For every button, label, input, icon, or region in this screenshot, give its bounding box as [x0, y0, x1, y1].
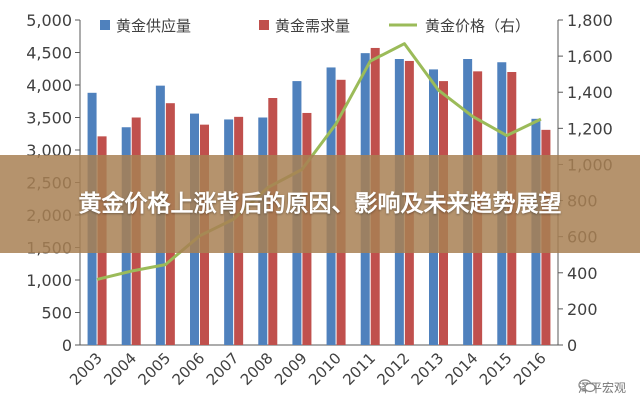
- left-tick-label: 5,000: [26, 11, 72, 30]
- right-tick-label: 1,400: [567, 83, 613, 102]
- legend-label: 黄金价格（右）: [425, 17, 530, 35]
- x-tick-label: 2013: [408, 349, 448, 389]
- right-tick-label: 0: [567, 336, 577, 355]
- x-tick-label: 2005: [134, 349, 174, 389]
- x-tick-label: 2016: [510, 349, 550, 389]
- x-tick-label: 2012: [373, 349, 413, 389]
- x-tick-label: 2007: [203, 349, 243, 389]
- price-line: [96, 42, 542, 281]
- left-tick-label: 4,500: [26, 44, 72, 63]
- x-tick-label: 2015: [476, 349, 516, 389]
- left-tick-label: 3,500: [26, 109, 72, 128]
- legend-label: 黄金需求量: [275, 17, 350, 35]
- banner-title: 黄金价格上涨背后的原因、影响及未来趋势展望: [78, 191, 562, 217]
- legend-swatch: [100, 20, 110, 30]
- legend-label: 黄金供应量: [116, 17, 191, 35]
- title-banner: 黄金价格上涨背后的原因、影响及未来趋势展望: [0, 155, 640, 253]
- x-tick-label: 2006: [169, 349, 209, 389]
- left-tick-label: 500: [41, 304, 72, 323]
- left-tick-label: 4,000: [26, 76, 72, 95]
- x-tick-label: 2010: [305, 349, 345, 389]
- x-tick-label: 2004: [100, 349, 140, 389]
- left-tick-label: 1,000: [26, 271, 72, 290]
- left-tick-label: 0: [62, 336, 72, 355]
- wechat-icon: [578, 379, 596, 393]
- right-tick-label: 1,800: [567, 11, 613, 30]
- x-tick-label: 2014: [442, 349, 482, 389]
- right-tick-label: 1,600: [567, 47, 613, 66]
- x-tick-label: 2011: [339, 349, 379, 389]
- right-tick-label: 400: [567, 264, 598, 283]
- right-tick-label: 1,200: [567, 119, 613, 138]
- x-tick-label: 2003: [66, 349, 106, 389]
- watermark: 泽平宏观: [578, 379, 626, 396]
- legend-swatch: [259, 20, 269, 30]
- x-tick-label: 2009: [271, 349, 311, 389]
- legend: 黄金供应量 黄金需求量 黄金价格（右）: [100, 17, 530, 35]
- right-tick-label: 200: [567, 300, 598, 319]
- x-tick-label: 2008: [237, 349, 277, 389]
